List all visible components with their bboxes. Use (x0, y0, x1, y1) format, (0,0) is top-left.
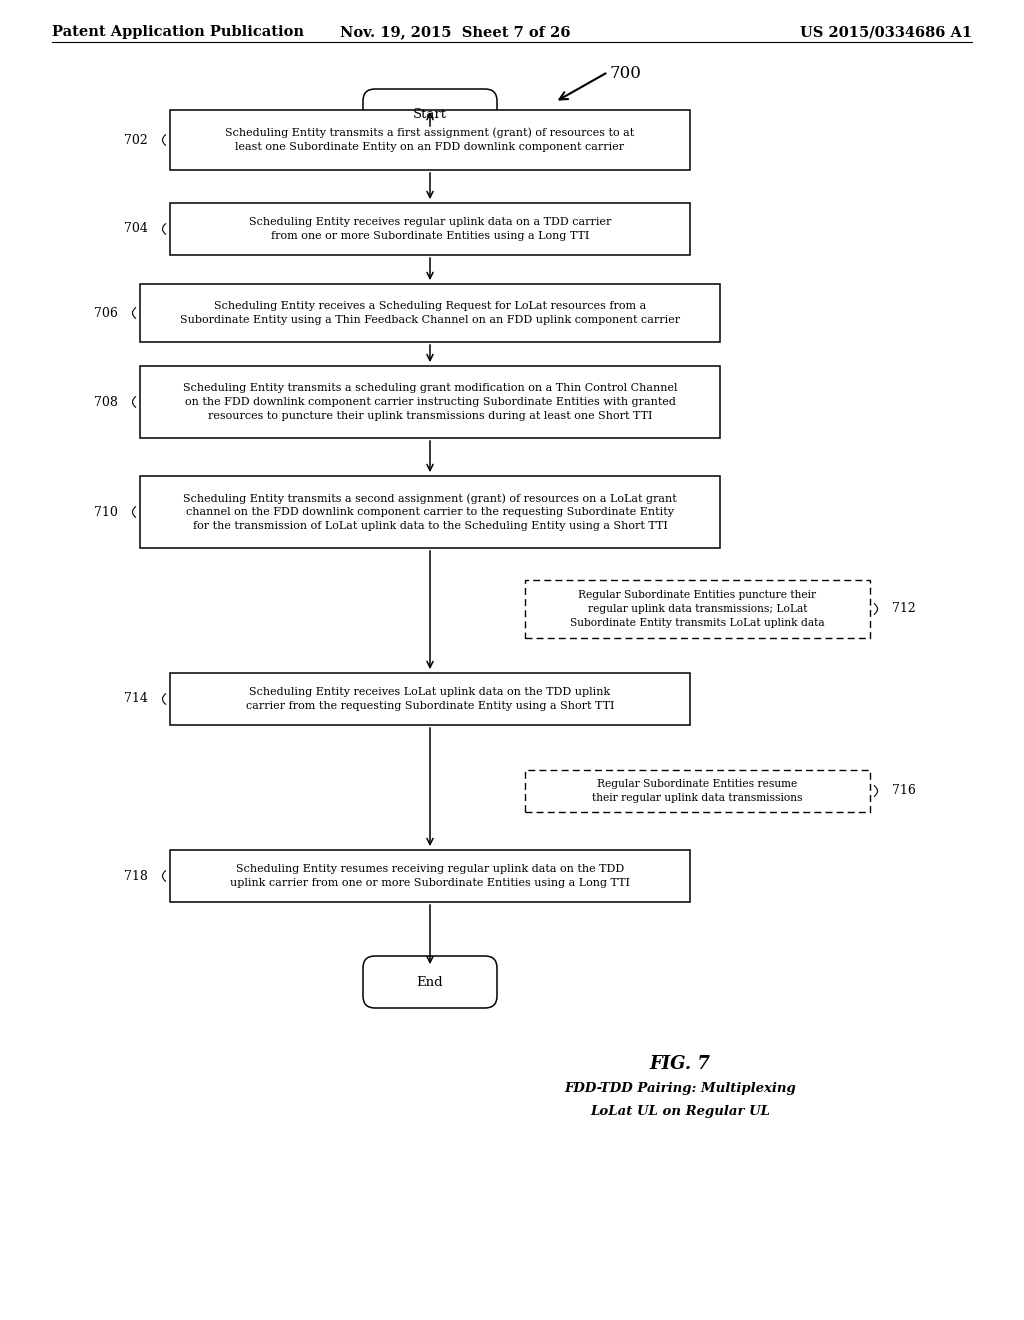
Text: 708: 708 (94, 396, 118, 408)
FancyBboxPatch shape (362, 956, 497, 1008)
Text: Patent Application Publication: Patent Application Publication (52, 25, 304, 40)
FancyBboxPatch shape (170, 673, 690, 725)
Text: 710: 710 (94, 506, 118, 519)
Text: Scheduling Entity resumes receiving regular uplink data on the TDD
uplink carrie: Scheduling Entity resumes receiving regu… (230, 865, 630, 888)
FancyBboxPatch shape (140, 284, 720, 342)
Text: Scheduling Entity receives regular uplink data on a TDD carrier
from one or more: Scheduling Entity receives regular uplin… (249, 218, 611, 240)
FancyBboxPatch shape (170, 203, 690, 255)
Text: Scheduling Entity transmits a second assignment (grant) of resources on a LoLat : Scheduling Entity transmits a second ass… (183, 494, 677, 531)
Text: FDD-TDD Pairing: Multiplexing: FDD-TDD Pairing: Multiplexing (564, 1082, 796, 1096)
Text: Scheduling Entity transmits a scheduling grant modification on a Thin Control Ch: Scheduling Entity transmits a scheduling… (182, 383, 677, 421)
Text: US 2015/0334686 A1: US 2015/0334686 A1 (800, 25, 972, 40)
Text: LoLat UL on Regular UL: LoLat UL on Regular UL (590, 1105, 770, 1118)
Text: Regular Subordinate Entities resume
their regular uplink data transmissions: Regular Subordinate Entities resume thei… (592, 779, 803, 803)
Text: 718: 718 (124, 870, 148, 883)
Text: 704: 704 (124, 223, 148, 235)
FancyBboxPatch shape (170, 110, 690, 170)
Text: Scheduling Entity receives a Scheduling Request for LoLat resources from a
Subor: Scheduling Entity receives a Scheduling … (180, 301, 680, 325)
Text: Scheduling Entity receives LoLat uplink data on the TDD uplink
carrier from the : Scheduling Entity receives LoLat uplink … (246, 688, 614, 710)
Text: End: End (417, 975, 443, 989)
FancyBboxPatch shape (140, 477, 720, 548)
Text: 700: 700 (610, 65, 642, 82)
Text: 716: 716 (892, 784, 915, 797)
FancyBboxPatch shape (362, 88, 497, 141)
FancyBboxPatch shape (525, 770, 870, 812)
Text: Nov. 19, 2015  Sheet 7 of 26: Nov. 19, 2015 Sheet 7 of 26 (340, 25, 570, 40)
Text: FIG. 7: FIG. 7 (649, 1055, 711, 1073)
Text: 712: 712 (892, 602, 915, 615)
Text: Regular Subordinate Entities puncture their
regular uplink data transmissions; L: Regular Subordinate Entities puncture th… (570, 590, 824, 627)
Text: Scheduling Entity transmits a first assignment (grant) of resources to at
least : Scheduling Entity transmits a first assi… (225, 128, 635, 152)
Text: 706: 706 (94, 306, 118, 319)
Text: 702: 702 (124, 133, 148, 147)
FancyBboxPatch shape (525, 579, 870, 638)
Text: 714: 714 (124, 693, 148, 705)
Text: Start: Start (413, 108, 447, 121)
FancyBboxPatch shape (170, 850, 690, 902)
FancyBboxPatch shape (140, 366, 720, 438)
